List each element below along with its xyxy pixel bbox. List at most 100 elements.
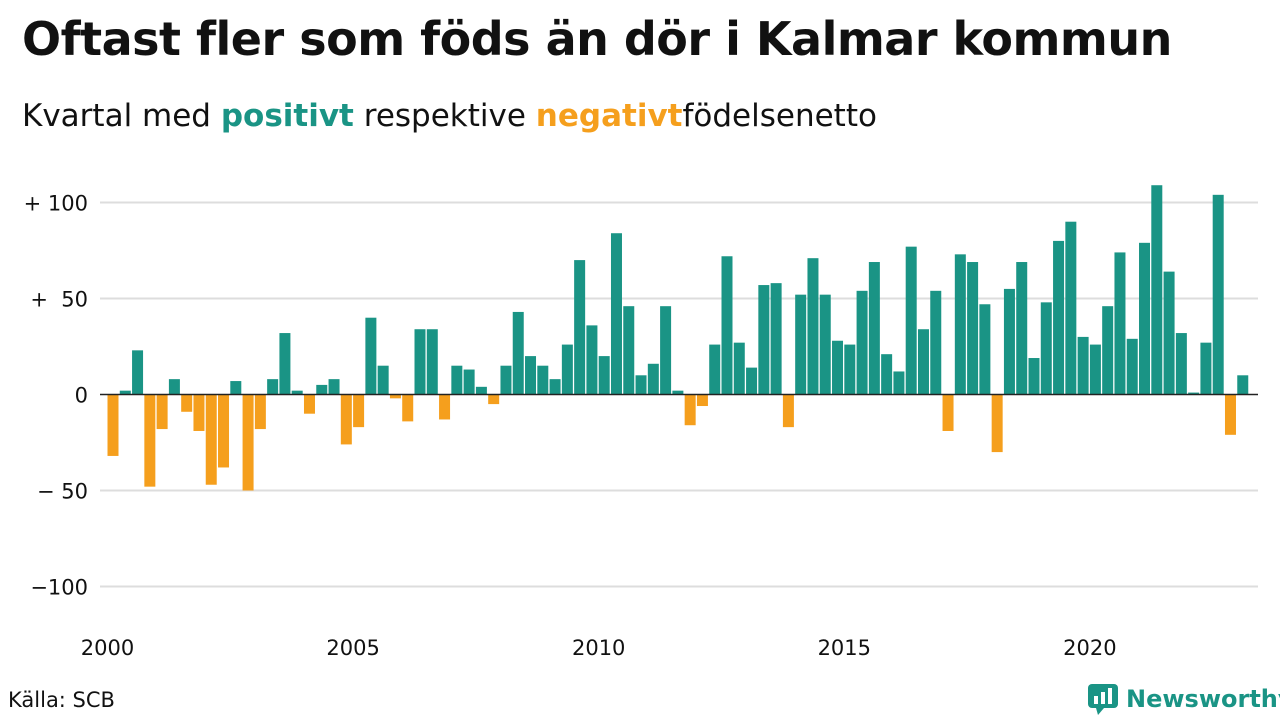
bar xyxy=(1188,392,1200,395)
bar xyxy=(1200,342,1212,395)
bar xyxy=(979,304,991,395)
x-tick-label: 2005 xyxy=(326,636,379,660)
bar xyxy=(500,365,512,395)
bar xyxy=(598,356,610,395)
y-tick-label: 0 xyxy=(75,384,88,408)
x-axis-tick-labels: 2000 2005 2010 2015 2020 xyxy=(81,636,1117,660)
bar xyxy=(930,290,942,395)
bar xyxy=(746,367,758,395)
bar xyxy=(1040,302,1052,395)
bar xyxy=(807,258,819,395)
subtitle-middle: respektive xyxy=(363,98,526,134)
chart-title: Oftast fler som föds än dör i Kalmar kom… xyxy=(22,12,1172,66)
subtitle-positive-word: positivt xyxy=(220,98,354,134)
y-tick-label: − 50 xyxy=(37,480,88,504)
bar xyxy=(316,384,328,395)
bar xyxy=(205,394,217,485)
bar xyxy=(819,294,831,395)
bar xyxy=(537,365,549,395)
bar xyxy=(1003,288,1015,395)
bar xyxy=(132,350,144,395)
bar xyxy=(156,394,168,430)
bar xyxy=(463,369,475,395)
bar xyxy=(512,311,524,395)
bar xyxy=(1163,271,1175,395)
bar xyxy=(733,342,745,395)
bar xyxy=(1065,221,1077,395)
x-tick-label: 2015 xyxy=(818,636,871,660)
y-axis-tick-labels: + 100 + 50 0 − 50 −100 xyxy=(24,192,88,600)
bar xyxy=(782,394,794,428)
bar xyxy=(267,379,279,395)
bar xyxy=(377,365,389,395)
bar xyxy=(439,394,451,420)
bar xyxy=(1102,306,1114,395)
bar xyxy=(881,354,893,395)
bar xyxy=(1237,375,1249,395)
bar xyxy=(942,394,954,431)
brand-logo[interactable]: Newsworthy xyxy=(1088,682,1280,716)
bar xyxy=(610,233,622,395)
bar xyxy=(389,394,401,399)
bar xyxy=(868,262,880,395)
x-tick-label: 2010 xyxy=(572,636,625,660)
y-tick-label: + 100 xyxy=(24,192,88,216)
bar xyxy=(279,333,291,395)
bar xyxy=(193,394,205,431)
bar xyxy=(365,317,377,395)
bar xyxy=(1175,333,1187,395)
bar xyxy=(549,379,561,395)
bar xyxy=(254,394,266,430)
bar xyxy=(1139,242,1151,395)
bar xyxy=(758,285,770,395)
bar xyxy=(832,340,844,395)
bar xyxy=(1053,240,1065,395)
bar xyxy=(426,329,438,395)
bar xyxy=(1114,252,1126,395)
bar xyxy=(561,344,573,395)
bar xyxy=(574,260,586,395)
bar xyxy=(218,394,230,468)
bar xyxy=(402,394,414,422)
bar xyxy=(340,394,352,445)
bar xyxy=(721,256,733,395)
bar xyxy=(635,375,647,395)
bar-chart: + 100 + 50 0 − 50 −100 2000 2005 2010 2015 2020 xyxy=(24,185,1258,660)
bar xyxy=(451,365,463,395)
y-tick-label: −100 xyxy=(30,576,88,600)
source-note: Källa: SCB xyxy=(8,688,115,712)
bar xyxy=(844,344,856,395)
bar xyxy=(991,394,1003,453)
bar xyxy=(647,363,659,395)
bar xyxy=(917,329,929,395)
brand-name: Newsworthy xyxy=(1126,685,1280,713)
bar xyxy=(660,306,672,395)
subtitle-suffix: födelsenetto xyxy=(682,98,877,134)
bar xyxy=(1212,194,1224,395)
bar xyxy=(1028,358,1040,395)
bar xyxy=(1151,185,1163,395)
subtitle-prefix: Kvartal med xyxy=(22,98,211,134)
gridlines xyxy=(100,201,1258,588)
x-tick-label: 2000 xyxy=(81,636,134,660)
bar xyxy=(954,254,966,395)
bar xyxy=(905,246,917,395)
bar xyxy=(1077,336,1089,395)
bar xyxy=(328,379,340,395)
subtitle-negative-word: negativt xyxy=(535,98,683,134)
y-tick-label: + 50 xyxy=(30,288,88,312)
bar xyxy=(684,394,696,426)
bar xyxy=(893,371,905,395)
bar xyxy=(475,386,487,395)
bar xyxy=(770,283,782,395)
bar xyxy=(414,329,426,395)
bar xyxy=(1016,262,1028,395)
bar xyxy=(353,394,365,428)
bar xyxy=(795,294,807,395)
bar xyxy=(119,390,131,395)
bar xyxy=(525,356,537,395)
bar xyxy=(1224,394,1236,435)
chart-logo-icon xyxy=(1088,684,1118,715)
bars xyxy=(107,185,1249,491)
chart-subtitle: Kvartal med positivt respektive negativt… xyxy=(22,98,877,134)
